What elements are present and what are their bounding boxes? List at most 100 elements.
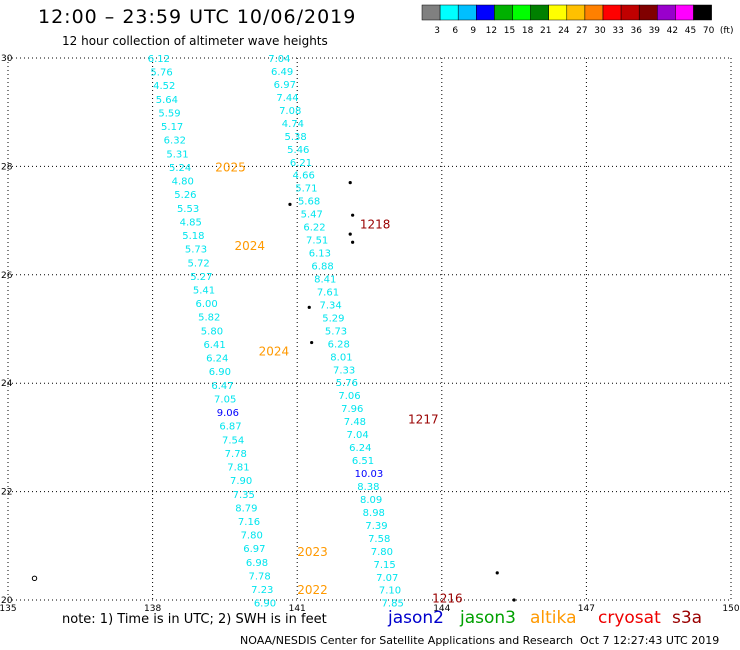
- swh-label: 5.46: [287, 145, 309, 156]
- island-marker: [348, 232, 352, 236]
- island-marker: [307, 305, 311, 309]
- swh-label: 7.78: [225, 449, 247, 460]
- swh-label: 5.73: [325, 326, 347, 337]
- satellite-legend-item: jason2: [388, 608, 444, 628]
- swh-label: 6.88: [311, 262, 333, 273]
- swh-label: 7.39: [365, 521, 387, 532]
- scale-label: 12: [486, 26, 497, 36]
- scale-label: 42: [667, 26, 678, 36]
- swh-label: 6.22: [303, 223, 325, 234]
- swh-label: 10.03: [355, 469, 384, 480]
- swh-label: 6.00: [195, 299, 217, 310]
- island-marker: [310, 340, 314, 345]
- scale-label: 9: [470, 26, 476, 36]
- scale-label: 3: [434, 26, 440, 36]
- satellite-legend-item: cryosat: [598, 608, 661, 628]
- swh-label: 6.98: [246, 558, 268, 569]
- satellite-legend-item: s3a: [672, 608, 703, 628]
- time-label: 2024: [235, 239, 266, 253]
- swh-label: 7.07: [376, 573, 398, 584]
- swh-label: 7.16: [238, 517, 260, 528]
- swh-label: 6.49: [271, 67, 293, 78]
- swh-label: 8.79: [235, 503, 257, 514]
- scale-label: 18: [522, 26, 534, 36]
- swh-label: 7.04: [268, 54, 290, 65]
- swh-label: 7.06: [338, 391, 360, 402]
- scale-label: 27: [576, 26, 587, 36]
- scale-label: 70: [703, 26, 715, 36]
- swh-label: 6.13: [309, 249, 331, 260]
- swh-label: 7.44: [276, 93, 298, 104]
- swh-label: 6.41: [203, 340, 225, 351]
- scale-label: 15: [504, 26, 515, 36]
- swh-label: 7.90: [230, 476, 252, 487]
- swh-label: 7.15: [373, 560, 395, 571]
- swh-label: 7.54: [222, 435, 244, 446]
- time-label: 1217: [408, 412, 439, 426]
- swh-label: 7.34: [320, 300, 342, 311]
- chart-subtitle: 12 hour collection of altimeter wave hei…: [62, 34, 328, 48]
- time-label: 2022: [297, 583, 328, 597]
- y-tick-label: 28: [1, 162, 13, 172]
- swh-label: 5.26: [174, 190, 196, 201]
- swh-label: 5.47: [301, 210, 323, 221]
- x-tick-label: 141: [289, 604, 306, 614]
- swh-label: 6.97: [243, 544, 265, 555]
- swh-label: 6.90: [209, 367, 231, 378]
- swh-label: 6.90: [254, 599, 276, 610]
- swh-label: 5.72: [188, 258, 210, 269]
- y-tick-label: 24: [1, 379, 13, 389]
- swh-label: 6.24: [349, 443, 371, 454]
- swh-label: 6.32: [164, 136, 186, 147]
- swh-label: 7.85: [382, 599, 404, 610]
- x-tick-label: 147: [578, 604, 595, 614]
- swh-label: 5.18: [182, 231, 204, 242]
- swh-label: 8.38: [357, 482, 379, 493]
- swh-label: 5.71: [295, 184, 317, 195]
- swh-label: 4.85: [180, 217, 202, 228]
- island-marker: [351, 240, 355, 244]
- credit-text: NOAA/NESDIS Center for Satellite Applica…: [240, 634, 574, 647]
- swh-label: 5.53: [177, 204, 199, 215]
- y-tick-label: 30: [1, 54, 13, 64]
- island-marker: [351, 213, 355, 217]
- swh-label: 5.76: [336, 378, 358, 389]
- swh-label: 6.21: [290, 158, 312, 169]
- y-tick-label: 20: [1, 596, 13, 606]
- swh-label: 7.51: [306, 236, 328, 247]
- swh-label: 8.01: [330, 352, 352, 363]
- swh-label: 7.80: [371, 547, 393, 558]
- swh-label: 8.98: [363, 508, 385, 519]
- swh-label: 4.80: [172, 177, 194, 188]
- swh-label: 7.48: [344, 417, 366, 428]
- swh-label: 7.23: [251, 585, 273, 596]
- swh-label: 5.82: [198, 313, 220, 324]
- swh-label: 7.96: [341, 404, 363, 415]
- swh-label: 5.31: [166, 149, 188, 160]
- swh-label: 5.29: [322, 313, 344, 324]
- time-label: 1216: [432, 591, 463, 605]
- scale-label: 6: [452, 26, 458, 36]
- generated-time: Oct 7 12:27:43 UTC 2019: [580, 634, 720, 647]
- swh-label: 5.59: [158, 108, 180, 119]
- swh-label: 7.61: [317, 287, 339, 298]
- swh-label: 5.38: [284, 132, 306, 143]
- swh-label: 7.04: [346, 430, 368, 441]
- swh-label: 8.09: [360, 495, 382, 506]
- swh-label: 5.80: [201, 326, 223, 337]
- scale-swatch: [693, 4, 712, 21]
- swh-label: 6.97: [274, 80, 296, 91]
- scale-label: (ft): [720, 26, 734, 36]
- swh-label: 5.68: [298, 197, 320, 208]
- swh-label: 7.10: [379, 586, 401, 597]
- scale-label: 33: [612, 26, 623, 36]
- chart-title: 12:00 – 23:59 UTC 10/06/2019: [38, 6, 357, 28]
- swh-label: 5.73: [185, 245, 207, 256]
- x-tick-label: 135: [0, 604, 17, 614]
- swh-label: 4.74: [282, 119, 304, 130]
- y-tick-label: 26: [1, 271, 13, 281]
- swh-label: 6.47: [211, 381, 233, 392]
- swh-label: 8.41: [314, 274, 336, 285]
- swh-label: 7.35: [233, 490, 255, 501]
